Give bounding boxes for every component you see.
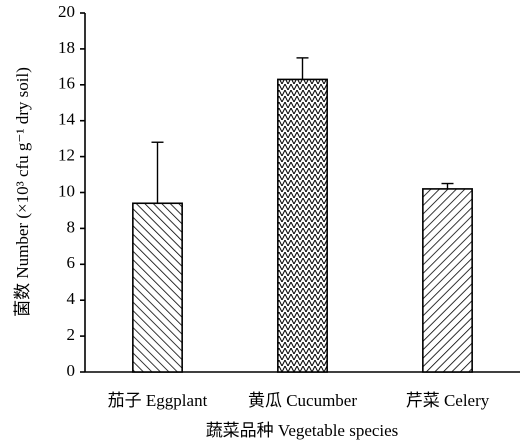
x-axis-label: 蔬菜品种 Vegetable species (206, 421, 399, 440)
x-tick-label: 芹菜 Celery (406, 391, 490, 410)
x-tick-label: 茄子 Eggplant (108, 391, 208, 410)
y-tick-label: 2 (67, 325, 76, 344)
y-tick-label: 16 (58, 74, 75, 93)
y-tick-label: 4 (67, 289, 76, 308)
bar (277, 78, 328, 373)
y-tick-label: 18 (58, 38, 75, 57)
bar (422, 188, 473, 373)
y-tick-label: 6 (67, 253, 76, 272)
y-tick-label: 20 (58, 2, 75, 21)
y-axis-label: 菌数 Number (×10³ cfu g⁻¹ dry soil) (13, 67, 32, 317)
y-tick-label: 12 (58, 146, 75, 165)
y-tick-label: 14 (58, 110, 76, 129)
x-tick-label: 黄瓜 Cucumber (248, 391, 357, 410)
bar (132, 202, 183, 373)
y-tick-label: 10 (58, 181, 75, 200)
y-tick-label: 8 (67, 217, 76, 236)
y-tick-label: 0 (67, 361, 76, 380)
